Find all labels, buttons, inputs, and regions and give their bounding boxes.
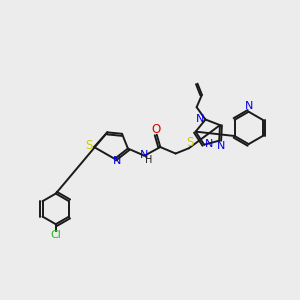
Text: S: S [85,140,92,152]
Text: O: O [151,123,160,136]
Text: N: N [196,114,204,124]
Text: N: N [217,141,225,151]
Text: H: H [145,155,152,165]
Text: N: N [244,101,253,111]
Text: S: S [186,136,194,149]
Text: N: N [140,150,148,160]
Text: N: N [205,139,214,149]
Text: Cl: Cl [50,230,61,240]
Text: N: N [113,156,121,166]
